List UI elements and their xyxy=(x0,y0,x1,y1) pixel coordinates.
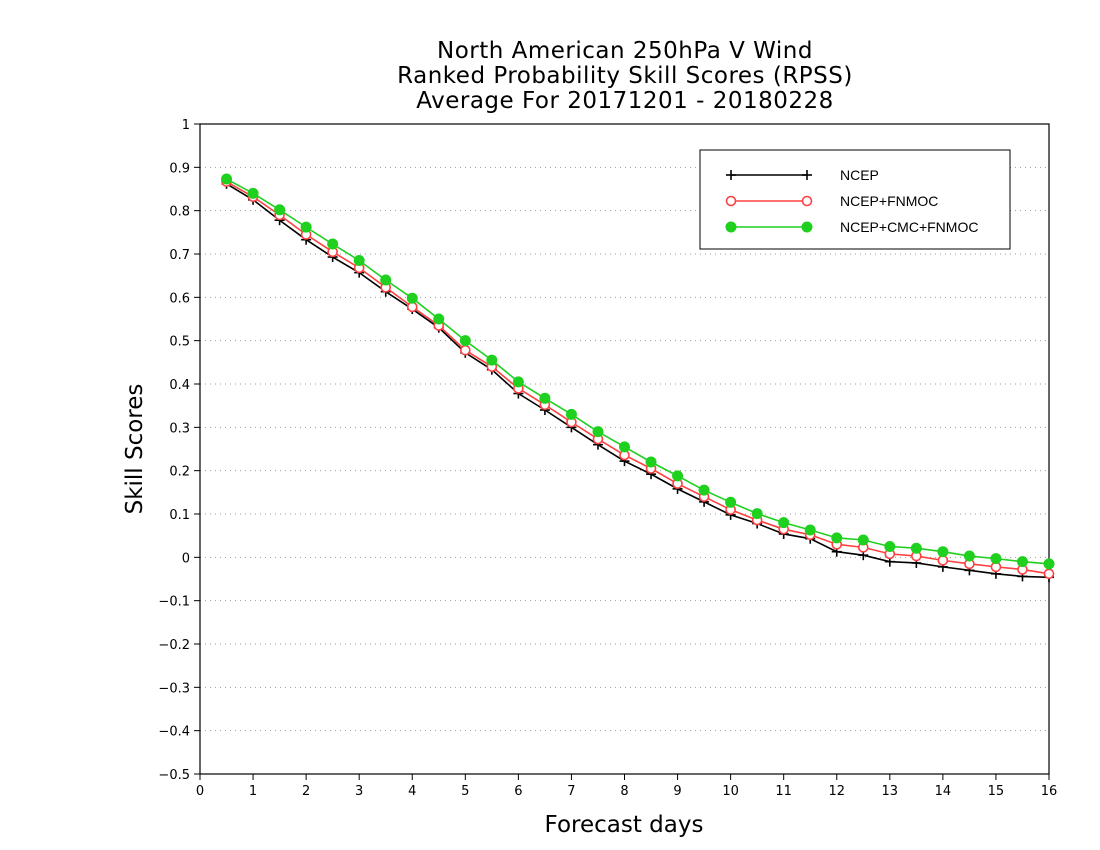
y-tick-label: 0.5 xyxy=(169,335,190,350)
series-ncep-cmc-fnmoc xyxy=(221,173,1055,570)
data-point xyxy=(406,301,418,313)
data-point xyxy=(274,204,286,216)
x-tick-label: 1 xyxy=(249,784,257,799)
legend-marker xyxy=(802,170,812,180)
legend-marker xyxy=(726,170,736,180)
data-point xyxy=(751,508,763,520)
data-point xyxy=(565,408,577,420)
x-tick-label: 2 xyxy=(302,784,310,799)
data-point xyxy=(619,441,630,453)
x-tick-label: 15 xyxy=(988,784,1005,799)
data-point xyxy=(672,470,684,482)
x-tick-label: 8 xyxy=(620,784,628,799)
data-point xyxy=(910,542,922,554)
legend-marker xyxy=(725,221,737,233)
data-point xyxy=(725,496,737,508)
x-tick-label: 11 xyxy=(775,784,792,799)
x-tick-label: 12 xyxy=(828,784,845,799)
data-point xyxy=(1043,568,1055,580)
x-tick-label: 13 xyxy=(882,784,899,799)
data-point xyxy=(459,335,471,347)
data-point xyxy=(698,484,710,496)
y-tick-label: 0.4 xyxy=(169,378,190,393)
x-axis-title: Forecast days xyxy=(545,812,704,838)
data-point xyxy=(300,221,312,233)
y-tick-label: −0.3 xyxy=(158,681,190,696)
data-point xyxy=(937,555,949,566)
y-tick-label: −0.1 xyxy=(158,595,190,610)
y-tick-label: 0.1 xyxy=(169,508,190,523)
data-point xyxy=(512,376,524,388)
x-tick-label: 4 xyxy=(408,784,416,799)
y-axis: 1 0.9 0.8 0.7 0.6 0.5 0.4 0.3 0.2 0.1 0 −0.1 −0.2 −0.… xyxy=(158,118,200,783)
data-point xyxy=(804,524,816,536)
x-tick-label: 5 xyxy=(461,784,469,799)
legend-box xyxy=(699,149,1011,250)
chart-title-line-3: Average For 20171201 - 20180228 xyxy=(416,88,834,114)
data-point xyxy=(380,274,392,286)
y-tick-label: 0.9 xyxy=(169,161,190,176)
data-point xyxy=(1016,556,1028,568)
chart-title-line-1: North American 250hPa V Wind xyxy=(437,38,813,64)
x-tick-label: 0 xyxy=(196,784,204,799)
data-point xyxy=(990,553,1002,565)
y-tick-label: 0.6 xyxy=(169,291,190,306)
y-tick-label: 0.3 xyxy=(169,421,190,436)
x-tick-label: 9 xyxy=(673,784,681,799)
data-point xyxy=(645,456,657,468)
y-tick-label: 0.8 xyxy=(169,205,190,220)
data-point xyxy=(963,550,975,562)
data-point xyxy=(433,313,445,325)
data-point xyxy=(486,354,498,366)
x-tick-label: 3 xyxy=(355,784,363,799)
legend-label: NCEP+CMC+FNMOC xyxy=(840,219,978,235)
data-point xyxy=(406,292,418,304)
series-group xyxy=(221,173,1055,583)
data-point xyxy=(539,392,551,404)
y-tick-label: 1 xyxy=(182,118,190,133)
data-point xyxy=(353,255,365,266)
data-point xyxy=(221,173,233,185)
chart-title-line-2: Ranked Probability Skill Scores (RPSS) xyxy=(397,63,853,89)
x-tick-label: 10 xyxy=(722,784,739,799)
data-point xyxy=(247,187,259,199)
data-point xyxy=(1043,558,1055,570)
legend-marker xyxy=(725,195,737,207)
x-tick-label: 6 xyxy=(514,784,522,799)
data-point xyxy=(460,344,471,356)
data-point xyxy=(937,546,949,558)
y-axis-title: Skill Scores xyxy=(122,384,148,515)
y-tick-label: −0.4 xyxy=(158,725,190,740)
y-tick-label: 0 xyxy=(182,551,190,566)
y-tick-label: −0.5 xyxy=(158,768,190,783)
y-tick-label: 0.7 xyxy=(169,248,190,263)
data-point xyxy=(327,238,339,250)
data-point xyxy=(831,532,843,544)
x-axis: 0 1 2 3 4 5 6 7 8 9 10 11 12 13 14 15 16 xyxy=(196,774,1057,799)
legend-marker xyxy=(801,195,813,207)
x-tick-label: 16 xyxy=(1041,784,1058,799)
x-tick-label: 7 xyxy=(567,784,575,799)
y-tick-label: −0.2 xyxy=(158,638,190,653)
legend: NCEP NCEP+FNMOC NCEP+CMC+FNMOC xyxy=(699,149,1011,250)
data-point xyxy=(857,534,869,546)
data-point xyxy=(884,541,896,552)
data-point xyxy=(778,517,790,529)
x-tick-label: 14 xyxy=(935,784,952,799)
y-tick-label: 0.2 xyxy=(169,465,190,480)
legend-label: NCEP xyxy=(840,167,879,183)
data-point xyxy=(592,426,604,438)
legend-marker xyxy=(801,221,813,233)
legend-label: NCEP+FNMOC xyxy=(840,193,938,209)
